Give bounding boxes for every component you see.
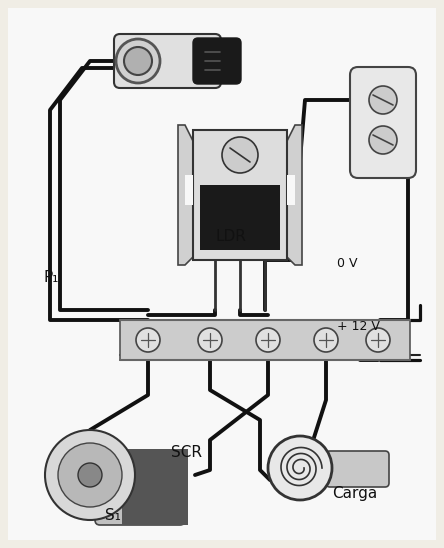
Circle shape [314, 328, 338, 352]
Circle shape [45, 430, 135, 520]
Text: P₁: P₁ [44, 270, 59, 285]
Bar [193, 130, 287, 260]
FancyBboxPatch shape [350, 67, 416, 178]
FancyBboxPatch shape [193, 38, 241, 84]
Circle shape [116, 39, 160, 83]
Circle shape [198, 328, 222, 352]
Polygon shape [178, 125, 195, 265]
Circle shape [369, 126, 397, 154]
Text: Carga: Carga [333, 487, 378, 501]
Text: + 12 V: + 12 V [337, 319, 381, 333]
Bar [287, 175, 295, 205]
Text: LDR: LDR [215, 229, 246, 244]
Circle shape [124, 47, 152, 75]
Circle shape [256, 328, 280, 352]
Circle shape [369, 86, 397, 114]
Circle shape [78, 463, 102, 487]
Circle shape [222, 137, 258, 173]
FancyBboxPatch shape [114, 34, 221, 88]
Circle shape [136, 328, 160, 352]
Bar [185, 175, 193, 205]
FancyBboxPatch shape [122, 449, 188, 525]
Text: SCR: SCR [171, 446, 202, 460]
Text: 0 V: 0 V [337, 256, 358, 270]
Circle shape [268, 436, 332, 500]
FancyBboxPatch shape [326, 451, 389, 487]
Polygon shape [285, 125, 302, 265]
Bar [200, 185, 280, 250]
Circle shape [58, 443, 122, 507]
FancyBboxPatch shape [95, 450, 185, 525]
Text: S₁: S₁ [105, 509, 121, 523]
Bar [120, 320, 410, 360]
Circle shape [366, 328, 390, 352]
